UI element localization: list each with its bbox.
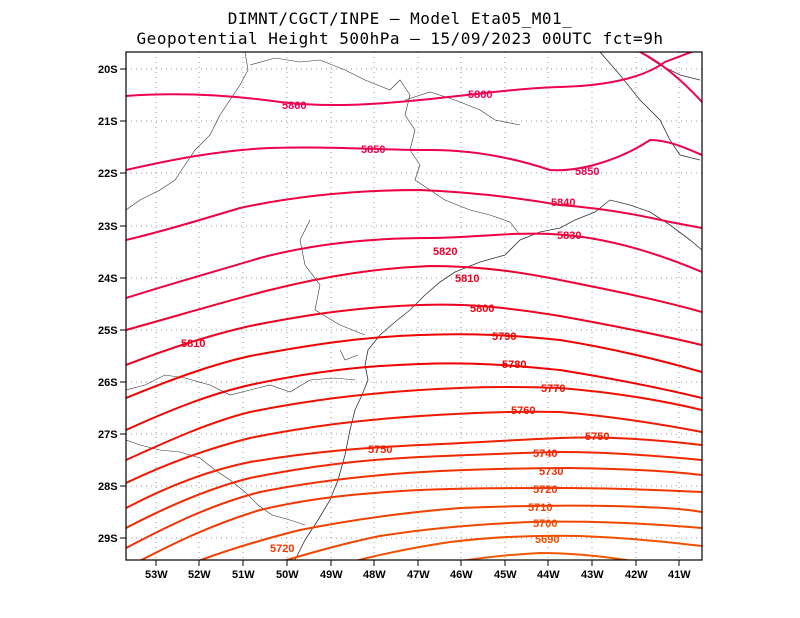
map-title-line1: DIMNT/CGCT/INPE – Model Eta05_M01_: [227, 9, 573, 28]
map-title-line2: Geopotential Height 500hPa – 15/09/2023 …: [136, 29, 664, 48]
contour-label: 5810: [181, 338, 205, 350]
contour-label: 5860: [282, 100, 306, 112]
contour-line: [126, 450, 702, 529]
contour-line: [126, 333, 702, 399]
lon-tick-label: 47W: [407, 569, 430, 581]
contour-label: 5740: [533, 448, 557, 460]
contour-label: 5700: [533, 518, 557, 530]
contour-line: [198, 504, 702, 560]
contour-label: 5710: [528, 502, 552, 514]
state-borders: [126, 52, 521, 526]
contour-label: 5830: [557, 230, 581, 242]
lon-tick-label: 42W: [625, 569, 648, 581]
contour-label: 5690: [535, 534, 559, 546]
contour-line: [126, 436, 702, 509]
lat-tick-label: 25S: [98, 325, 118, 337]
contour-label: 5720: [270, 543, 294, 555]
contour-line: [126, 362, 702, 431]
lat-tick-marks: [120, 68, 126, 539]
contour-line: [126, 385, 702, 461]
lon-tick-label: 44W: [537, 569, 560, 581]
contour-line: [139, 486, 702, 560]
contour-label: 5810: [455, 273, 479, 285]
contour-label: 5820: [433, 246, 457, 258]
contour-line: [126, 138, 702, 172]
lon-tick-label: 46W: [450, 569, 473, 581]
contour-label: 5750: [585, 431, 609, 443]
lon-tick-label: 49W: [320, 569, 343, 581]
contour-label: 5850: [361, 144, 385, 156]
lat-tick-label: 28S: [98, 481, 118, 493]
lat-tick-label: 22S: [98, 168, 118, 180]
contour-line: [639, 52, 702, 103]
lon-tick-label: 41W: [668, 569, 691, 581]
contour-labels: 5860 5860 5850 5850 5840 5830 5820 5810 …: [181, 89, 609, 555]
contour-label: 5730: [539, 466, 563, 478]
lat-tick-label: 29S: [98, 533, 118, 545]
lon-tick-label: 45W: [494, 569, 517, 581]
contour-label: 5780: [502, 359, 526, 371]
lon-tick-label: 48W: [363, 569, 386, 581]
contour-line: [126, 466, 702, 549]
contour-label: 5850: [575, 166, 599, 178]
contour-line: [126, 410, 702, 484]
lat-tick-label: 23S: [98, 221, 118, 233]
map-frame: [125, 51, 703, 561]
contour-label: 5790: [492, 331, 516, 343]
lat-tick-label: 21S: [98, 116, 118, 128]
lat-tick-labels: 20S 21S 22S 23S 24S 25S 26S 27S 28S 29S: [98, 64, 118, 545]
lon-tick-label: 43W: [581, 569, 604, 581]
contour-line: [126, 188, 702, 241]
contour-line: [126, 264, 702, 331]
lon-tick-label: 50W: [276, 569, 299, 581]
lon-tick-labels: 53W 52W 51W 50W 49W 48W 47W 46W 45W 44W …: [145, 569, 691, 581]
geopotential-contours: [126, 52, 702, 560]
contour-label: 5770: [541, 383, 565, 395]
contour-line: [283, 520, 702, 560]
contour-label: 5720: [533, 484, 557, 496]
coastline: [294, 52, 702, 560]
lon-tick-marks: [155, 560, 680, 566]
contour-label: 5750: [368, 444, 392, 456]
contour-label: 5860: [468, 89, 492, 101]
contour-label: 5840: [551, 197, 575, 209]
lon-tick-label: 52W: [188, 569, 211, 581]
lat-tick-label: 27S: [98, 429, 118, 441]
contour-label: 5760: [511, 405, 535, 417]
contour-label: 5800: [470, 303, 494, 315]
lat-tick-label: 20S: [98, 64, 118, 76]
contour-line: [126, 232, 702, 299]
lat-tick-label: 24S: [98, 273, 118, 285]
contour-line: [126, 303, 702, 366]
lon-tick-label: 53W: [145, 569, 168, 581]
lon-tick-label: 51W: [232, 569, 255, 581]
contour-line: [354, 534, 702, 560]
contour-line: [126, 52, 695, 107]
lat-tick-label: 26S: [98, 377, 118, 389]
